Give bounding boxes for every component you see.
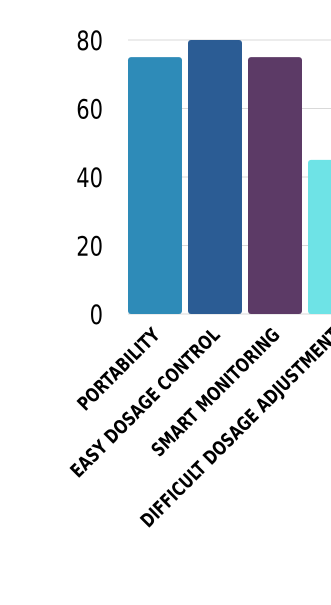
y-tick-label-40: 40: [76, 162, 103, 193]
bar-portability: [128, 57, 182, 314]
bars: [128, 40, 331, 314]
y-tick-label-0: 0: [90, 299, 103, 330]
y-tick-label-20: 20: [76, 231, 103, 262]
bar-easy-dosage-control: [188, 40, 242, 314]
y-tick-label-80: 80: [76, 25, 103, 56]
y-tick-label-60: 60: [76, 94, 103, 125]
bar-difficult-dosage-adjustment: [308, 159, 331, 314]
y-axis-ticks: 0 20 40 60 80: [76, 25, 103, 330]
bar-smart-monitoring: [248, 57, 302, 314]
